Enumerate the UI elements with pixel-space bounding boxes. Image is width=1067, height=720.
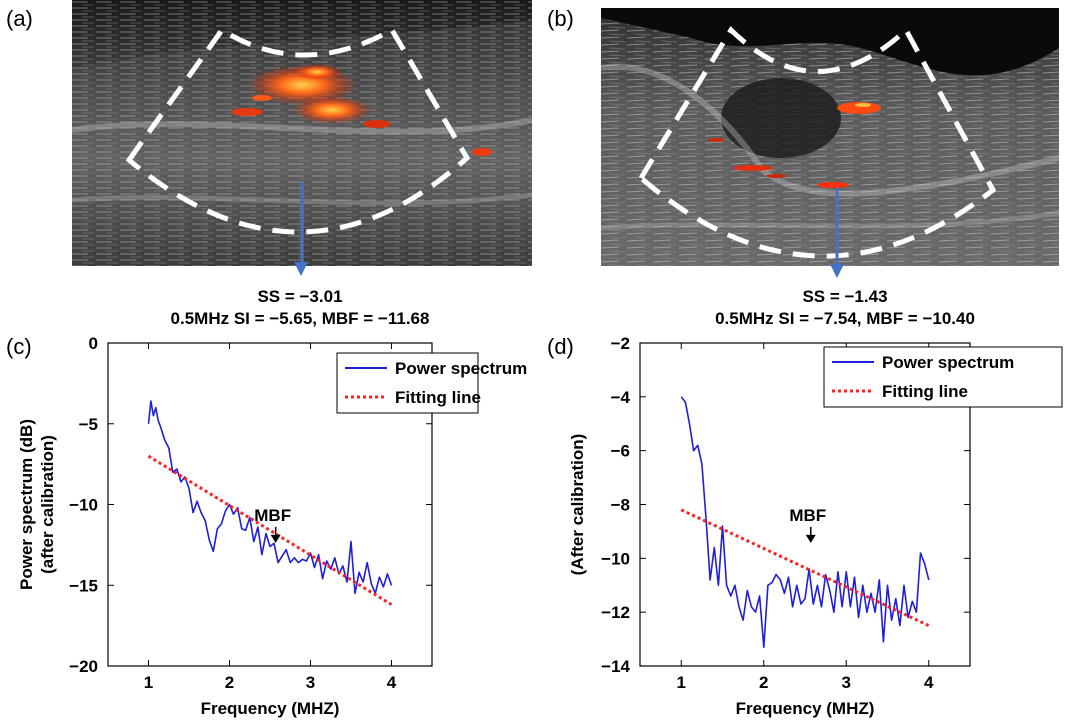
y-tick-label: −15 [69, 576, 98, 595]
x-tick-label: 4 [387, 673, 397, 692]
y-tick-label: 0 [89, 334, 98, 353]
x-axis-label: Frequency (MHZ) [736, 699, 875, 718]
ultrasound-image-b [601, 8, 1059, 266]
y-tick-label: −12 [601, 603, 630, 622]
mbf-annotation-label: MBF [789, 506, 826, 525]
caption-b: SS = −1.43 0.5MHz SI = −7.54, MBF = −10.… [670, 286, 1020, 330]
panel-label-c: (c) [6, 334, 32, 359]
ultrasound-image-a [72, 0, 532, 266]
y-axis-label: Power spectrum (dB) [17, 419, 36, 590]
power-spectrum-series [680, 396, 930, 649]
ss-value-a: SS = −3.01 [257, 287, 343, 306]
y-axis-label: (After calibration) [568, 434, 587, 576]
y-tick-label: −8 [611, 496, 630, 515]
legend-box-d [823, 346, 1063, 408]
x-tick-label: 4 [924, 673, 934, 692]
y-tick-label: −6 [611, 442, 630, 461]
power-spectrum-series [147, 400, 393, 595]
ss-value-b: SS = −1.43 [802, 287, 888, 306]
x-tick-label: 3 [306, 673, 315, 692]
panel-label-d: (d) [547, 334, 574, 359]
legend-entry: Fitting line [395, 388, 481, 407]
y-tick-label: −2 [611, 334, 630, 353]
x-tick-label: 1 [144, 673, 153, 692]
fitting-line-series [147, 454, 393, 606]
panel-label-b: (b) [547, 6, 574, 31]
x-tick-label: 3 [842, 673, 851, 692]
panel-label-a: (a) [6, 6, 33, 31]
y-tick-label: −5 [79, 415, 98, 434]
legend-entry: Fitting line [882, 382, 968, 401]
x-axis-label: Frequency (MHZ) [201, 699, 340, 718]
x-tick-label: 2 [759, 673, 768, 692]
y-tick-label: −14 [601, 657, 630, 676]
caption-a: SS = −3.01 0.5MHz SI = −5.65, MBF = −11.… [130, 286, 470, 330]
stats-value-a: 0.5MHz SI = −5.65, MBF = −11.68 [170, 309, 430, 328]
legend-box-c [336, 352, 479, 414]
legend-entry: Power spectrum [395, 359, 527, 378]
y-tick-label: −20 [69, 657, 98, 676]
depth-arrow-b [830, 264, 844, 278]
x-tick-label: 1 [677, 673, 686, 692]
y-tick-label: −4 [611, 388, 631, 407]
y-tick-label: −10 [601, 549, 630, 568]
mbf-annotation-label: MBF [254, 506, 291, 525]
legend-entry: Power spectrum [882, 353, 1014, 372]
plot-area-d [639, 342, 971, 667]
depth-arrow-a [294, 262, 308, 276]
plot-area-c [107, 342, 433, 667]
x-tick-label: 2 [225, 673, 234, 692]
y-tick-label: −10 [69, 496, 98, 515]
mbf-arrow-head [270, 534, 281, 543]
stats-value-b: 0.5MHz SI = −7.54, MBF = −10.40 [715, 309, 975, 328]
y-axis-label-secondary: (after calibration) [38, 435, 57, 574]
mbf-arrow-head [805, 534, 816, 543]
fitting-line-series [680, 508, 930, 627]
